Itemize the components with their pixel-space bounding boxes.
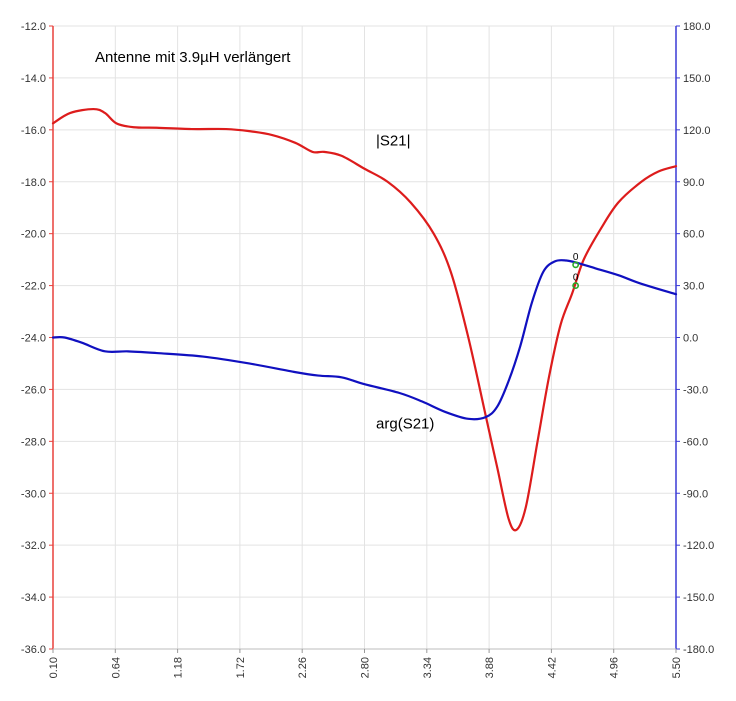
left-tick-label: -12.0 [21, 21, 46, 33]
left-tick-label: -14.0 [21, 73, 46, 85]
x-axis-ticks: 0.10 0.64 1.18 1.72 2.26 2.80 3.34 3.88 4.42 4.96… [48, 649, 683, 678]
right-tick-label: 120.0 [683, 125, 711, 137]
right-axis-ticks: 180.0 150.0 120.0 90.0 60.0 30.0 0.0 -30.0 -60.0… [676, 21, 714, 656]
x-tick-label: 0.10 [48, 657, 60, 678]
left-tick-label: -26.0 [21, 384, 46, 396]
series-line-s21-phase [51, 259, 678, 421]
right-tick-label: 0.0 [683, 333, 698, 345]
series-line-s21-magnitude [51, 107, 678, 532]
annotations: |S21| arg(S21) [376, 132, 434, 432]
x-tick-label: 2.80 [360, 657, 372, 678]
right-tick-label: -30.0 [683, 384, 708, 396]
right-tick-label: -180.0 [683, 644, 714, 656]
left-tick-label: -32.0 [21, 540, 46, 552]
left-tick-label: -20.0 [21, 229, 46, 241]
left-tick-label: -16.0 [21, 125, 46, 137]
x-tick-label: 5.50 [671, 657, 683, 678]
annotation-s21-magnitude: |S21| [376, 132, 410, 149]
left-tick-label: -36.0 [21, 644, 46, 656]
x-tick-label: 1.18 [173, 657, 185, 678]
left-tick-label: -22.0 [21, 281, 46, 293]
left-tick-label: -30.0 [21, 488, 46, 500]
left-axis-ticks: -12.0 -14.0 -16.0 -18.0 -20.0 -22.0 -24.0 -26.0… [21, 21, 53, 656]
markers: 00 [572, 252, 580, 289]
x-tick-label: 1.72 [235, 657, 247, 678]
right-tick-label: -60.0 [683, 436, 708, 448]
right-tick-label: 150.0 [683, 73, 711, 85]
x-tick-label: 3.34 [422, 657, 434, 678]
right-tick-label: 60.0 [683, 229, 704, 241]
x-tick-label: 4.96 [609, 657, 621, 678]
annotation-s21-phase: arg(S21) [376, 415, 434, 432]
right-tick-label: 30.0 [683, 281, 704, 293]
marker-label: 0 [573, 273, 579, 284]
x-tick-label: 0.64 [110, 657, 122, 678]
left-tick-label: -34.0 [21, 592, 46, 604]
right-tick-label: -90.0 [683, 488, 708, 500]
x-tick-label: 4.42 [546, 657, 558, 678]
grid [52, 25, 677, 650]
right-tick-label: -120.0 [683, 540, 714, 552]
right-tick-label: 180.0 [683, 21, 711, 33]
left-tick-label: -28.0 [21, 436, 46, 448]
marker-label: 0 [573, 252, 579, 263]
right-tick-label: 90.0 [683, 177, 704, 189]
marker-point [572, 282, 580, 289]
left-tick-label: -18.0 [21, 177, 46, 189]
x-tick-label: 3.88 [484, 657, 496, 678]
chart-title: Antenne mit 3.9µH verlängert [95, 49, 291, 66]
marker-point [572, 261, 580, 269]
left-tick-label: -24.0 [21, 333, 46, 345]
right-tick-label: -150.0 [683, 592, 714, 604]
x-tick-label: 2.26 [297, 657, 309, 678]
series-lines [51, 107, 678, 532]
